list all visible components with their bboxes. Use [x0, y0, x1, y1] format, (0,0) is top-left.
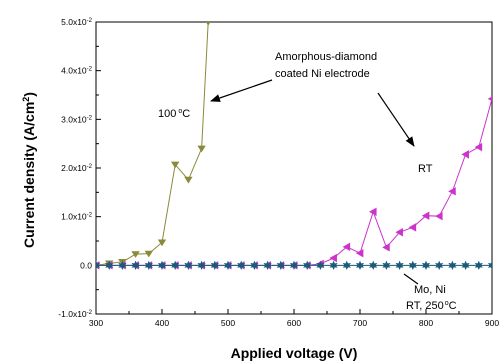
data-point	[316, 260, 325, 271]
data-point	[171, 161, 180, 169]
data-point	[144, 250, 153, 258]
data-point	[263, 260, 272, 271]
data-point	[448, 187, 456, 196]
y-tick-label: 2.0x10-2	[61, 163, 93, 173]
data-point	[205, 22, 211, 26]
data-point	[250, 260, 259, 271]
data-point	[421, 211, 430, 220]
data-point	[369, 260, 378, 271]
annotation-100c-value: 100	[158, 108, 176, 120]
annotation-mo-ni-unit: C	[449, 300, 457, 312]
y-axis-title-close: )	[21, 92, 37, 97]
annotation-rt: RT	[418, 163, 433, 175]
y-tick-label: 1.0x10-2	[61, 212, 93, 222]
series-2	[96, 260, 492, 271]
y-axis-title-main: Current density (A/cm	[21, 102, 37, 248]
annotation-mo-ni-line2-text: RT, 250	[406, 300, 444, 312]
plot-frame	[95, 21, 493, 315]
y-tick-label: 4.0x10-2	[61, 66, 93, 76]
data-point	[303, 260, 312, 271]
data-point	[421, 260, 431, 271]
data-point	[96, 260, 101, 271]
data-point	[210, 260, 219, 271]
data-point	[342, 242, 351, 252]
data-point	[461, 260, 470, 271]
x-tick-label: 500	[221, 318, 235, 328]
y-tick-label: 5.0x10-2	[61, 17, 93, 27]
y-tick-label: -1.0x10-2	[58, 309, 92, 319]
data-point	[408, 223, 417, 232]
series-line	[96, 22, 209, 266]
data-point	[144, 260, 153, 271]
x-tick-label: 600	[287, 318, 301, 328]
y-tick-label: 3.0x10-2	[61, 114, 93, 124]
data-point	[329, 253, 337, 263]
data-point	[184, 176, 193, 184]
data-point	[157, 239, 167, 247]
data-point	[355, 260, 365, 271]
data-point	[118, 260, 127, 271]
data-point	[487, 260, 492, 271]
arrow-to-rt	[377, 92, 415, 147]
data-point	[157, 260, 167, 271]
annotation-100c-unit: C	[182, 108, 190, 120]
y-axis: -1.0x10-2 0.0 1.0x10-2 2.0x10-2 3.0x10-2 4.0x…	[58, 17, 101, 319]
data-point	[461, 150, 469, 159]
x-tick-label: 900	[485, 318, 499, 328]
x-axis: 300 400 500 600 700 800 900	[89, 309, 499, 328]
data-point	[395, 228, 403, 237]
annotation-mo-ni-line2: RT, 250oC	[406, 300, 457, 312]
data-point	[435, 260, 444, 271]
annotation-mo-ni-line1: Mo, Ni	[414, 284, 446, 296]
x-tick-label: 800	[419, 318, 433, 328]
data-point	[197, 145, 206, 153]
data-point	[276, 260, 285, 271]
x-tick-label: 300	[89, 318, 103, 328]
series-layer	[96, 22, 492, 271]
data-point	[131, 260, 140, 271]
series-1	[96, 96, 492, 270]
data-point	[382, 243, 390, 252]
annotation-100c-degree: o	[178, 108, 182, 115]
annotation-mo-ni-degree: o	[445, 300, 449, 307]
data-point	[131, 251, 140, 258]
data-point	[435, 211, 443, 221]
data-point	[105, 260, 114, 271]
data-point	[329, 260, 338, 271]
data-point	[382, 260, 391, 271]
x-tick-label: 400	[155, 318, 169, 328]
arrow-to-mo-ni	[403, 273, 419, 285]
data-point	[474, 142, 483, 152]
data-point	[237, 260, 246, 271]
data-point	[355, 248, 364, 258]
y-axis-title: Current density (A/cm2)	[21, 92, 37, 248]
y-axis-title-superscript: 2	[21, 97, 31, 102]
y-tick-label: 0.0	[80, 260, 92, 270]
data-point	[197, 260, 206, 271]
data-point	[184, 260, 193, 271]
x-tick-label: 700	[353, 318, 367, 328]
data-point	[171, 260, 180, 271]
data-point	[487, 96, 492, 102]
annotation-amorphous-line2: coated Ni electrode	[275, 68, 370, 80]
arrow-to-100c	[210, 79, 273, 102]
data-point	[395, 260, 404, 271]
annotation-amorphous-line1: Amorphous-diamond	[275, 51, 377, 63]
series-0	[96, 22, 211, 270]
data-point	[408, 260, 417, 271]
data-point	[448, 260, 457, 271]
data-point	[474, 260, 483, 271]
x-axis-title: Applied voltage (V)	[231, 345, 358, 361]
data-point	[342, 260, 351, 271]
data-point	[223, 260, 233, 271]
series-line	[96, 98, 492, 266]
data-point	[289, 260, 299, 271]
annotation-100c: 100 oC	[158, 108, 190, 120]
data-point	[369, 207, 377, 216]
